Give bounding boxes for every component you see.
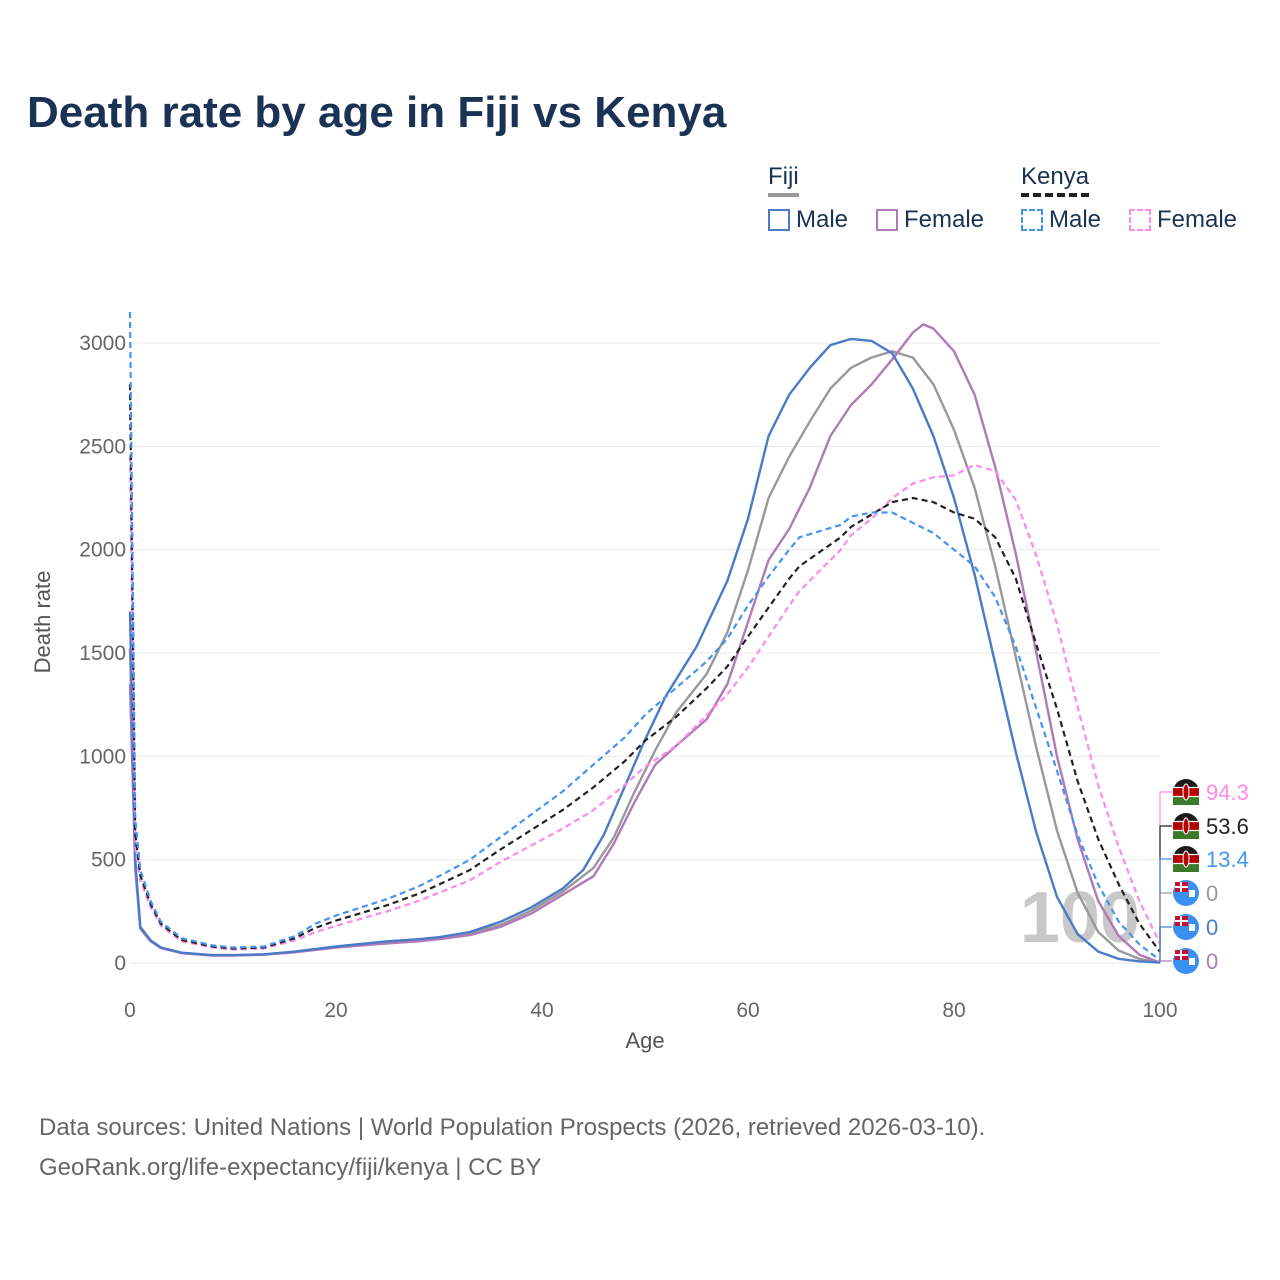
legend-swatch-kenya-female — [1129, 209, 1151, 231]
legend-label-fiji-female: Female — [904, 206, 985, 233]
legend-swatch-fiji-male — [768, 209, 790, 231]
end-label-kenya-total: 53.6 — [1206, 814, 1249, 839]
x-tick-label-100: 100 — [1142, 999, 1177, 1022]
legend-item-fiji-male[interactable]: Male — [768, 206, 848, 234]
end-label-fiji-total: 0 — [1206, 881, 1218, 906]
legend-item-kenya-female[interactable]: Female — [1129, 206, 1237, 234]
series-line-fiji-male — [128, 337, 1161, 964]
kenya-flag-icon — [1173, 846, 1199, 872]
fiji-flag-icon — [1173, 914, 1199, 940]
flag-shield — [1182, 850, 1190, 868]
flag-shield — [1182, 783, 1190, 801]
y-tick-label-1000: 1000 — [79, 745, 126, 768]
x-tick-label-0: 0 — [124, 999, 136, 1022]
flag-shield — [1182, 817, 1190, 835]
end-label-kenya-male: 13.4 — [1206, 847, 1249, 872]
legend-item-kenya-male[interactable]: Male — [1021, 206, 1101, 234]
series-line-kenya-male — [128, 311, 1161, 962]
age-watermark: 100 — [1020, 878, 1140, 958]
x-tick-label-60: 60 — [736, 999, 759, 1022]
flag-band-green — [1173, 797, 1199, 805]
source-line-2: GeoRank.org/life-expectancy/fiji/kenya |… — [39, 1154, 542, 1181]
gridlines — [130, 342, 1160, 964]
x-tick-label-20: 20 — [324, 999, 347, 1022]
flag-band-green — [1173, 864, 1199, 872]
legend-label-kenya-male: Male — [1049, 206, 1102, 233]
y-tick-label-3000: 3000 — [79, 332, 126, 355]
y-tick-label-500: 500 — [91, 849, 126, 872]
y-axis-title: Death rate — [30, 571, 55, 674]
end-connector-kenya-total — [1159, 825, 1172, 952]
legend-label-kenya-female: Female — [1157, 206, 1238, 233]
series-line-fiji-female — [128, 323, 1161, 964]
end-connector-fiji-total — [1159, 892, 1172, 963]
source-note: Data sources: United Nations | World Pop… — [39, 1108, 985, 1188]
series-lines — [128, 311, 1161, 964]
flag-shield — [1189, 924, 1195, 931]
end-labels: 94.3 53.6 13.4 0 0 0 — [1159, 779, 1249, 974]
source-line-1: Data sources: United Nations | World Pop… — [39, 1114, 986, 1141]
legend-label-fiji-male: Male — [796, 206, 849, 233]
fiji-flag-icon — [1173, 948, 1199, 974]
legend-item-fiji-female[interactable]: Female — [876, 206, 984, 234]
chart-title: Death rate by age in Fiji vs Kenya — [27, 88, 727, 137]
end-label-kenya-female: 94.3 — [1206, 780, 1249, 805]
kenya-flag-icon — [1173, 813, 1199, 839]
y-tick-label-2500: 2500 — [79, 435, 126, 458]
end-label-fiji-male: 0 — [1206, 915, 1218, 940]
x-tick-label-40: 40 — [530, 999, 553, 1022]
x-axis-title: Age — [625, 1028, 664, 1053]
series-line-fiji-total — [128, 350, 1161, 964]
series-line-kenya-total — [128, 384, 1161, 953]
y-tick-label-1500: 1500 — [79, 642, 126, 665]
fiji-flag-icon — [1173, 880, 1199, 906]
flag-band-green — [1173, 831, 1199, 839]
flag-shield — [1189, 890, 1195, 897]
x-tick-label-80: 80 — [942, 999, 965, 1022]
end-connector-fiji-female — [1159, 960, 1172, 963]
y-tick-label-2000: 2000 — [79, 539, 126, 562]
legend-swatch-fiji-female — [876, 209, 898, 231]
axes: 0 500 1000 1500 2000 2500 3000 0 20 40 60 80 100 — [79, 332, 1177, 1022]
end-connector-kenya-female — [1159, 791, 1172, 944]
end-label-fiji-female: 0 — [1206, 949, 1218, 974]
y-tick-label-0: 0 — [114, 952, 126, 975]
legend-swatch-kenya-male — [1021, 209, 1043, 231]
end-connector-fiji-male — [1159, 926, 1172, 963]
end-connector-kenya-male — [1159, 858, 1172, 961]
flag-shield — [1189, 958, 1195, 965]
kenya-flag-icon — [1173, 779, 1199, 805]
